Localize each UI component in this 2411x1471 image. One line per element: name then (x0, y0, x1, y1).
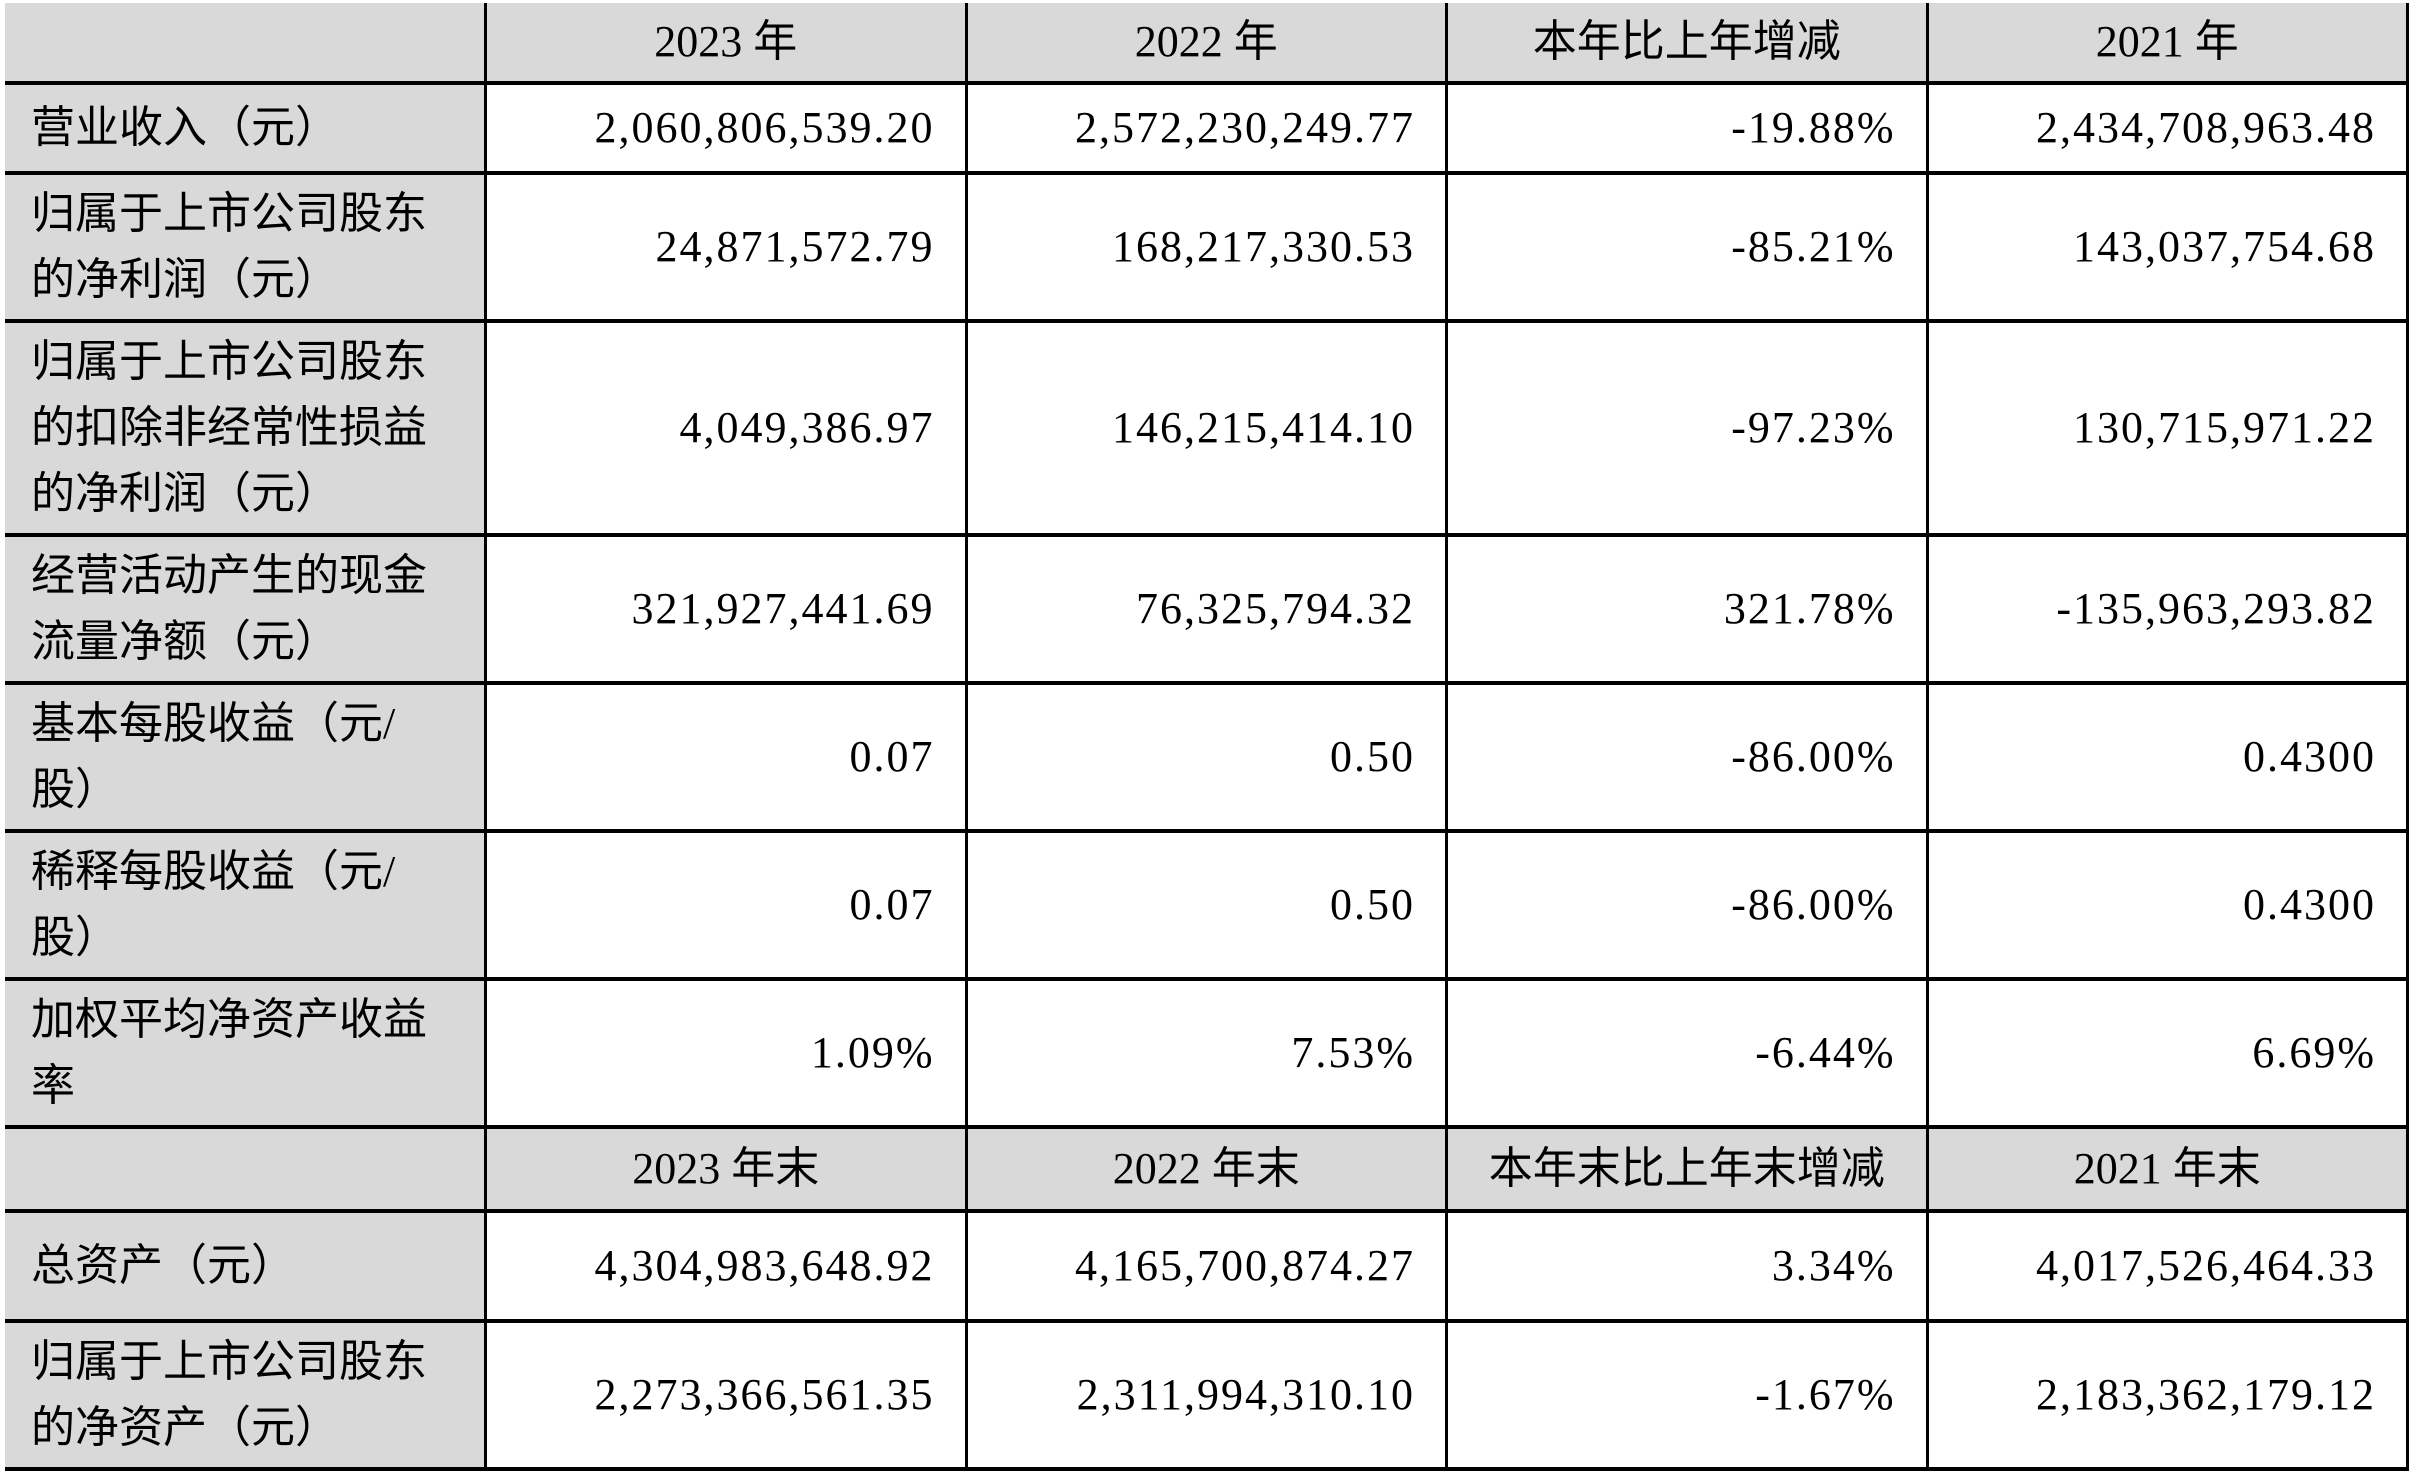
metric-label-cell: 经营活动产生的现金流量净额（元） (5, 533, 487, 685)
table-row: 归属于上市公司股东的扣除非经常性损益的净利润（元） 4,049,386.97 1… (5, 319, 2409, 537)
table-row: 2023 年 2022 年 本年比上年增减 2021 年 (5, 3, 2409, 85)
financial-summary-table: 2023 年 2022 年 本年比上年增减 2021 年 营业收入（元） 2,0… (5, 3, 2409, 1471)
metric-value-cell: 0.07 (484, 681, 968, 833)
change-value-cell: -1.67% (1445, 1319, 1929, 1471)
metric-label-cell: 基本每股收益（元/股） (5, 681, 487, 833)
metric-value-cell: 143,037,754.68 (1925, 171, 2409, 323)
change-header-cell: 本年末比上年末增减 (1445, 1125, 1929, 1213)
metric-value-cell: 2,434,708,963.48 (1925, 81, 2409, 175)
metric-value-cell: 7.53% (964, 977, 1448, 1129)
metric-label-cell: 归属于上市公司股东的净利润（元） (5, 171, 487, 323)
metric-label-cell: 归属于上市公司股东的扣除非经常性损益的净利润（元） (5, 319, 487, 537)
table-row: 归属于上市公司股东的净利润（元） 24,871,572.79 168,217,3… (5, 171, 2409, 323)
metric-label-cell: 归属于上市公司股东的净资产（元） (5, 1319, 487, 1471)
metric-value-cell: 0.50 (964, 829, 1448, 981)
metric-label-cell: 加权平均净资产收益率 (5, 977, 487, 1129)
metric-value-cell: 2,183,362,179.12 (1925, 1319, 2409, 1471)
change-value-cell: -86.00% (1445, 829, 1929, 981)
metric-value-cell: 2,060,806,539.20 (484, 81, 968, 175)
change-value-cell: -97.23% (1445, 319, 1929, 537)
change-value-cell: 321.78% (1445, 533, 1929, 685)
table-row: 总资产（元） 4,304,983,648.92 4,165,700,874.27… (5, 1209, 2409, 1323)
metric-value-cell: 4,165,700,874.27 (964, 1209, 1448, 1323)
year-end-header-cell: 2022 年末 (964, 1125, 1448, 1213)
metric-value-cell: 0.4300 (1925, 829, 2409, 981)
year-header-cell: 2023 年 (484, 3, 968, 85)
metric-value-cell: 2,273,366,561.35 (484, 1319, 968, 1471)
year-header-cell: 2022 年 (964, 3, 1448, 85)
change-value-cell: -6.44% (1445, 977, 1929, 1129)
corner-cell (5, 3, 487, 85)
change-value-cell: -85.21% (1445, 171, 1929, 323)
change-value-cell: -19.88% (1445, 81, 1929, 175)
metric-value-cell: 168,217,330.53 (964, 171, 1448, 323)
metric-value-cell: 4,017,526,464.33 (1925, 1209, 2409, 1323)
metric-value-cell: 6.69% (1925, 977, 2409, 1129)
metric-value-cell: 2,311,994,310.10 (964, 1319, 1448, 1471)
change-value-cell: 3.34% (1445, 1209, 1929, 1323)
metric-label-cell: 营业收入（元） (5, 81, 487, 175)
metric-value-cell: 24,871,572.79 (484, 171, 968, 323)
metric-value-cell: 146,215,414.10 (964, 319, 1448, 537)
year-end-header-cell: 2023 年末 (484, 1125, 968, 1213)
table-row: 加权平均净资产收益率 1.09% 7.53% -6.44% 6.69% (5, 977, 2409, 1129)
year-header-cell: 2021 年 (1925, 3, 2409, 85)
table-row: 稀释每股收益（元/股） 0.07 0.50 -86.00% 0.4300 (5, 829, 2409, 981)
metric-value-cell: 321,927,441.69 (484, 533, 968, 685)
metric-value-cell: 1.09% (484, 977, 968, 1129)
metric-label-cell: 稀释每股收益（元/股） (5, 829, 487, 981)
table-row: 2023 年末 2022 年末 本年末比上年末增减 2021 年末 (5, 1125, 2409, 1213)
table-row: 经营活动产生的现金流量净额（元） 321,927,441.69 76,325,7… (5, 533, 2409, 685)
change-value-cell: -86.00% (1445, 681, 1929, 833)
year-end-header-cell: 2021 年末 (1925, 1125, 2409, 1213)
metric-value-cell: 4,049,386.97 (484, 319, 968, 537)
metric-value-cell: 0.07 (484, 829, 968, 981)
metric-value-cell: 130,715,971.22 (1925, 319, 2409, 537)
change-header-cell: 本年比上年增减 (1445, 3, 1929, 85)
metric-value-cell: 0.4300 (1925, 681, 2409, 833)
table-row: 营业收入（元） 2,060,806,539.20 2,572,230,249.7… (5, 81, 2409, 175)
metric-value-cell: -135,963,293.82 (1925, 533, 2409, 685)
table-row: 基本每股收益（元/股） 0.07 0.50 -86.00% 0.4300 (5, 681, 2409, 833)
metric-value-cell: 76,325,794.32 (964, 533, 1448, 685)
metric-value-cell: 0.50 (964, 681, 1448, 833)
metric-label-cell: 总资产（元） (5, 1209, 487, 1323)
metric-value-cell: 2,572,230,249.77 (964, 81, 1448, 175)
table-row: 归属于上市公司股东的净资产（元） 2,273,366,561.35 2,311,… (5, 1319, 2409, 1471)
metric-value-cell: 4,304,983,648.92 (484, 1209, 968, 1323)
corner-cell (5, 1125, 487, 1213)
